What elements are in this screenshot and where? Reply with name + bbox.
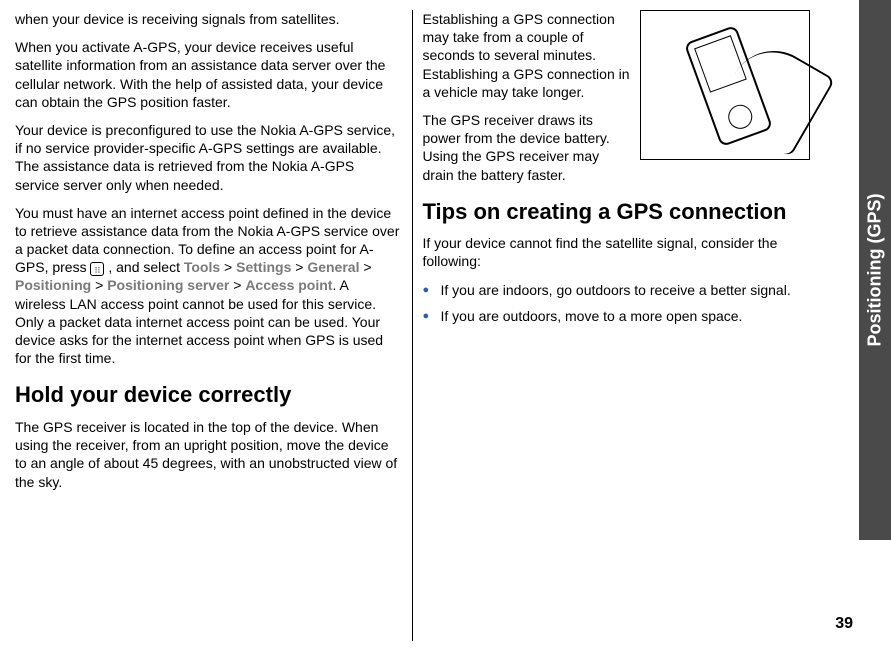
device-illustration: [640, 10, 810, 160]
menu-path: Tools: [184, 259, 220, 275]
side-tab: Positioning (GPS): [859, 0, 891, 540]
menu-path: General: [307, 259, 359, 275]
heading-tips: Tips on creating a GPS connection: [423, 198, 811, 227]
page-number: 39: [835, 615, 853, 633]
paragraph: You must have an internet access point d…: [15, 204, 402, 368]
paragraph: When you activate A-GPS, your device rec…: [15, 38, 402, 111]
menu-path: Positioning server: [107, 277, 229, 293]
side-tab-label: Positioning (GPS): [865, 194, 886, 347]
heading-hold-device: Hold your device correctly: [15, 381, 402, 410]
left-column: when your device is receiving signals fr…: [5, 10, 413, 641]
text: , and select: [108, 259, 184, 275]
right-column: Establishing a GPS connection may take f…: [413, 10, 821, 641]
list-item: If you are indoors, go outdoors to recei…: [423, 281, 811, 299]
paragraph: Your device is preconfigured to use the …: [15, 121, 402, 194]
paragraph: when your device is receiving signals fr…: [15, 10, 402, 28]
list-item: If you are outdoors, move to a more open…: [423, 307, 811, 325]
menu-path: Access point: [245, 277, 332, 293]
menu-path: Positioning: [15, 277, 91, 293]
tips-list: If you are indoors, go outdoors to recei…: [423, 281, 811, 325]
menu-key-icon: ⁝⁝: [90, 262, 104, 276]
paragraph: If your device cannot find the satellite…: [423, 234, 811, 270]
paragraph: The GPS receiver is located in the top o…: [15, 418, 402, 491]
menu-path: Settings: [236, 259, 291, 275]
